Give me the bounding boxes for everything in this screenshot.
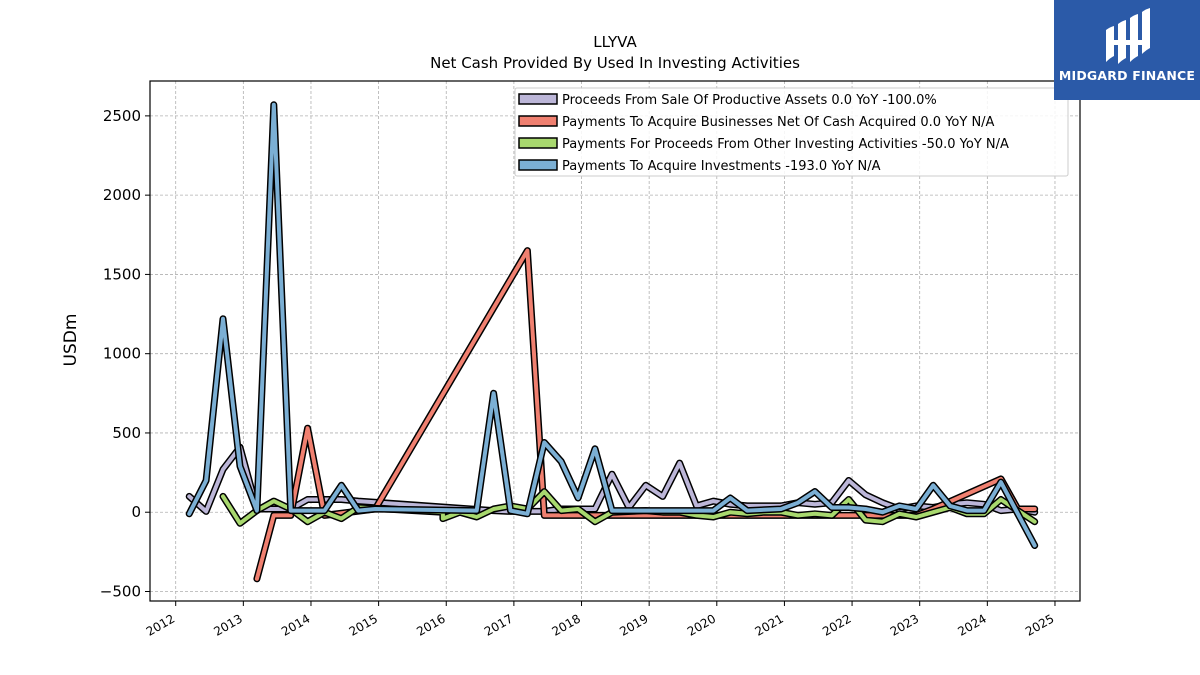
legend-box: [514, 87, 1069, 177]
x-tick-label: 2012: [144, 611, 177, 638]
x-tick-label: 2014: [279, 611, 312, 638]
x-tick-label: 2013: [211, 611, 244, 638]
x-tick-label: 2015: [347, 611, 380, 638]
legend-swatch: [518, 159, 558, 171]
y-tick-label: 1000: [103, 345, 141, 363]
y-tick-label: 0: [131, 503, 141, 521]
chart-title: LLYVA: [593, 33, 637, 51]
y-tick-label: 500: [112, 424, 141, 442]
x-tick-label: 2021: [752, 611, 785, 638]
x-tick-label: 2016: [414, 611, 447, 638]
x-tick-label: 2018: [550, 611, 583, 638]
brand-logo: MIDGARD FINANCE: [1054, 0, 1200, 100]
legend-swatch: [518, 137, 558, 149]
legend-label: Proceeds From Sale Of Productive Assets …: [562, 93, 937, 108]
x-tick-label: 2020: [685, 611, 718, 638]
legend-label: Payments For Proceeds From Other Investi…: [562, 137, 1009, 152]
plot-frame: [149, 80, 1081, 602]
legend-label: Payments To Acquire Businesses Net Of Ca…: [562, 115, 995, 130]
logo-mark-icon: [1106, 8, 1150, 64]
y-tick-label: 2000: [103, 186, 141, 204]
series-line-outline: [253, 247, 1039, 583]
x-tick-label: 2024: [955, 611, 988, 638]
legend-swatch: [518, 115, 558, 127]
plot-area: 2012 2013 2014 2015 2016 2017 2018 2019 2020 2021…: [100, 80, 1081, 639]
x-tick-label: 2022: [820, 611, 853, 638]
series-line: [187, 102, 1037, 548]
chart-subtitle: Net Cash Provided By Used In Investing A…: [430, 54, 800, 72]
x-tick-label: 2017: [482, 611, 515, 638]
legend-swatch: [518, 93, 558, 105]
x-tick-label: 2019: [617, 611, 650, 638]
y-tick-label: 1500: [103, 265, 141, 283]
logo-text: MIDGARD FINANCE: [1058, 68, 1196, 83]
y-axis-label: USDm: [61, 314, 81, 367]
x-tick-label: 2025: [1023, 611, 1056, 638]
legend: Proceeds From Sale Of Productive Assets …: [514, 87, 1069, 177]
y-tick-label: −500: [100, 582, 141, 600]
y-tick-label: 2500: [103, 107, 141, 125]
legend-label: Payments To Acquire Investments -193.0 Y…: [562, 159, 881, 174]
series-line: [254, 248, 1037, 581]
x-tick-label: 2023: [888, 611, 921, 638]
